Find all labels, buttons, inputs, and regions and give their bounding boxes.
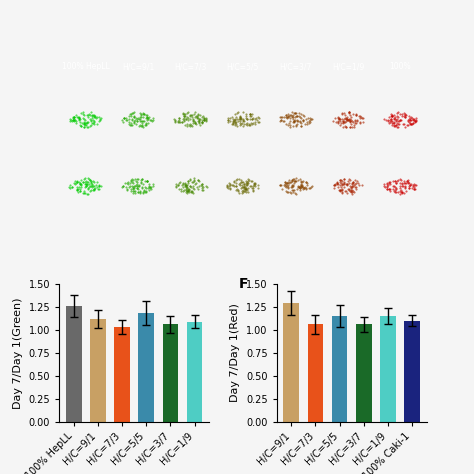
Bar	[380, 316, 396, 422]
Bar	[283, 303, 299, 422]
Text: H/C=3/7: H/C=3/7	[279, 62, 311, 71]
Bar	[404, 321, 420, 422]
Text: F: F	[239, 277, 249, 291]
Text: 100% HepLL: 100% HepLL	[62, 62, 109, 71]
Text: H/C=7/3: H/C=7/3	[174, 62, 207, 71]
Bar	[308, 324, 323, 422]
Bar	[90, 319, 106, 422]
Bar	[356, 324, 372, 422]
Text: 100%: 100%	[390, 62, 411, 71]
Bar	[114, 327, 130, 422]
Bar	[187, 321, 202, 422]
Bar	[163, 324, 178, 422]
Bar	[138, 313, 154, 422]
Text: H/C=1/9: H/C=1/9	[332, 62, 364, 71]
Y-axis label: Day 7/Day 1(Red): Day 7/Day 1(Red)	[230, 303, 240, 402]
Bar	[332, 316, 347, 422]
Text: H/C=5/5: H/C=5/5	[227, 62, 259, 71]
Y-axis label: Day 7/Day 1(Green): Day 7/Day 1(Green)	[13, 297, 23, 409]
Bar	[66, 306, 82, 422]
Text: H/C=9/1: H/C=9/1	[122, 62, 154, 71]
